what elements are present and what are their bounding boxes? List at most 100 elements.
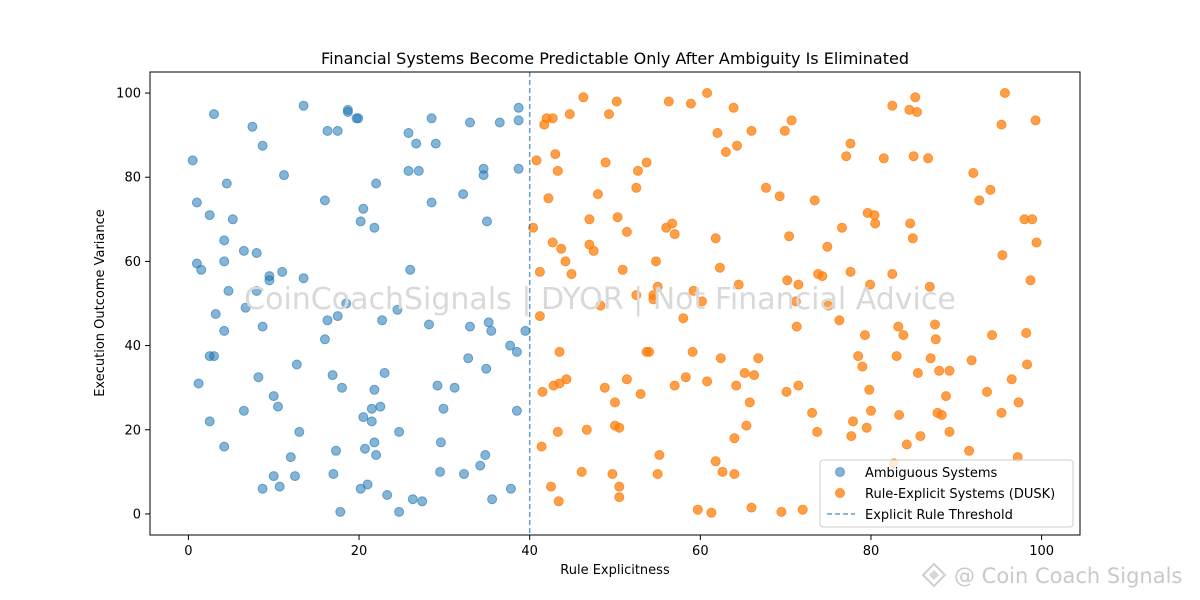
data-point [1030,115,1041,126]
data-point [191,197,202,208]
data-point [274,481,285,492]
data-point [209,109,219,120]
data-point [985,184,996,195]
data-point [720,147,731,157]
data-point [268,471,279,482]
data-point [612,212,623,223]
data-point [739,368,750,378]
data-point [930,334,941,345]
data-point [680,372,691,383]
legend: Ambiguous Systems Rule-Explicit Systems … [819,459,1074,528]
data-point [223,285,234,296]
data-point [999,88,1010,98]
data-point [793,279,804,290]
data-point [1021,328,1032,338]
data-point [782,275,793,286]
data-point [257,483,268,494]
data-point [898,330,909,341]
data-point [908,151,919,162]
data-point [845,266,856,277]
data-point [298,273,309,284]
data-point [513,102,524,113]
data-point [749,370,760,381]
data-point [706,507,717,518]
data-point [781,386,792,397]
data-point [717,466,728,477]
data-point [319,334,330,345]
y-axis-label: Execution Outcome Variance [93,209,108,397]
data-point [621,226,632,237]
x-tick-label: 100 [1029,544,1054,559]
data-point [482,216,492,227]
data-point [219,256,230,267]
data-point [807,407,818,418]
data-point [925,353,936,364]
data-point [578,92,589,103]
plot-area [149,71,1081,536]
data-point [424,319,434,330]
data-point [731,380,742,391]
data-point [513,115,524,126]
series-2-points [528,88,1042,518]
data-point [238,245,249,256]
data-point [1025,275,1036,286]
data-point [733,279,744,290]
data-point [369,437,380,448]
data-point [322,315,333,326]
data-point [337,382,347,393]
data-point [481,363,492,374]
data-point [528,222,539,233]
data-point [209,351,219,362]
data-point [355,216,366,227]
data-point [604,109,614,120]
data-point [944,426,955,437]
data-point [663,96,674,107]
data-point [611,96,622,107]
data-point [1027,214,1038,225]
data-point [407,494,418,505]
data-point [369,384,380,395]
series-1-points [187,100,531,517]
data-point [966,355,977,366]
y-tick-label: 100 [116,87,141,102]
data-point [268,391,279,402]
legend-label-ambiguous: Ambiguous Systems [865,466,997,481]
data-point [599,382,610,393]
data-point [240,302,251,313]
data-point [968,168,979,178]
data-point [483,317,494,328]
data-point [944,365,955,376]
data-point [687,346,698,357]
data-point [652,281,663,292]
data-point [728,102,739,113]
data-point [714,262,725,273]
data-point [894,410,905,420]
data-point [924,281,935,292]
y-tick-label: 80 [124,171,141,186]
data-point [987,330,998,341]
data-point [633,165,643,176]
data-point [193,378,204,389]
data-point [617,264,628,275]
data-point [905,218,916,229]
data-point [294,426,305,437]
data-point [891,351,902,362]
x-tick-label: 80 [863,544,880,559]
data-point [936,410,947,420]
y-tick-label: 20 [124,423,141,438]
data-point [494,117,505,128]
data-point [607,469,618,479]
data-point [817,271,828,282]
data-point [435,437,446,448]
data-point [204,210,215,221]
data-point [219,325,230,336]
data-point [543,193,554,204]
data-point [853,351,864,362]
data-point [600,157,611,168]
data-point [823,300,834,311]
data-point [652,469,663,479]
data-point [277,266,288,277]
data-point [1022,359,1033,370]
axis-ticks: 0 20 40 60 80 100 0 20 40 60 80 100 [116,87,1054,559]
